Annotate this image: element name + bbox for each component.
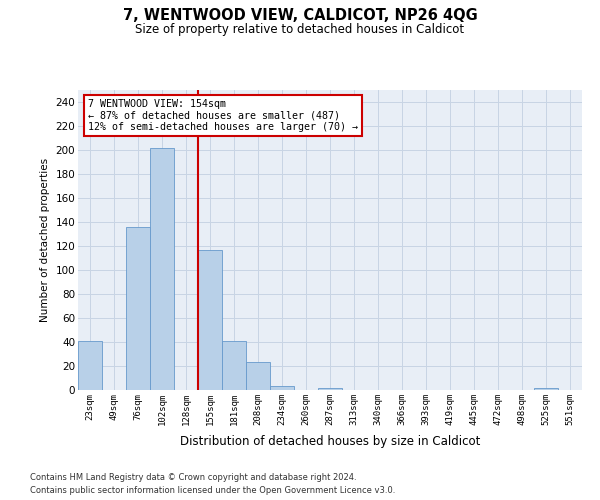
Text: 7, WENTWOOD VIEW, CALDICOT, NP26 4QG: 7, WENTWOOD VIEW, CALDICOT, NP26 4QG (122, 8, 478, 22)
Text: Contains public sector information licensed under the Open Government Licence v3: Contains public sector information licen… (30, 486, 395, 495)
Bar (246, 362, 270, 390)
Bar (126, 227, 150, 390)
Bar (270, 386, 294, 390)
Bar (222, 341, 246, 390)
Text: Size of property relative to detached houses in Caldicot: Size of property relative to detached ho… (136, 22, 464, 36)
Bar (78, 341, 102, 390)
Y-axis label: Number of detached properties: Number of detached properties (40, 158, 50, 322)
Bar (198, 250, 222, 390)
Bar (150, 148, 174, 390)
Bar (318, 388, 342, 390)
Text: 7 WENTWOOD VIEW: 154sqm
← 87% of detached houses are smaller (487)
12% of semi-d: 7 WENTWOOD VIEW: 154sqm ← 87% of detache… (88, 99, 358, 132)
Text: Distribution of detached houses by size in Caldicot: Distribution of detached houses by size … (180, 435, 480, 448)
Text: Contains HM Land Registry data © Crown copyright and database right 2024.: Contains HM Land Registry data © Crown c… (30, 472, 356, 482)
Bar (534, 388, 558, 390)
